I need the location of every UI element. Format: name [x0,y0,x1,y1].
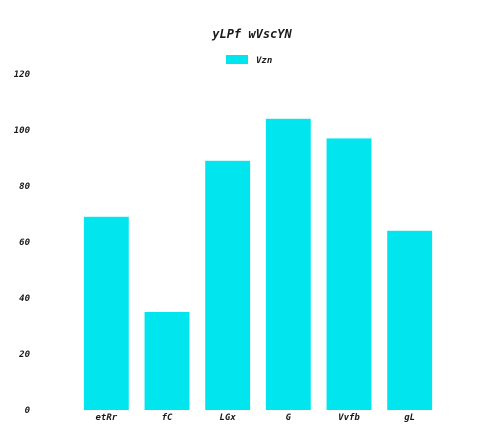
x-axis: etRr fC LGx G Vvfb gL [95,413,415,423]
y-tick-label: 120 [14,70,31,80]
x-tick-label: fC [162,413,173,423]
bar [83,216,129,410]
legend: Vzn [226,55,272,66]
y-tick-label: 20 [18,350,30,360]
legend-swatch [226,55,248,64]
bar [205,160,251,410]
bar [387,230,433,410]
y-tick-label: 60 [19,238,30,248]
x-tick-label: gL [404,413,415,423]
bar [144,312,190,410]
bars [83,118,433,411]
bar [326,138,372,410]
x-tick-label: Vvfb [338,413,360,423]
y-tick-label: 40 [19,294,30,304]
y-tick-label: 0 [25,406,31,416]
legend-label: Vzn [256,56,272,66]
x-tick-label: G [286,413,292,423]
x-tick-label: LGx [220,413,237,423]
x-tick-label: etRr [95,413,117,423]
y-tick-label: 80 [19,182,30,192]
chart-title: yLPf wVscYN [211,27,292,41]
y-tick-label: 100 [14,126,31,136]
bar [265,118,311,411]
y-axis: 0 20 40 60 80 100 120 [14,70,31,416]
